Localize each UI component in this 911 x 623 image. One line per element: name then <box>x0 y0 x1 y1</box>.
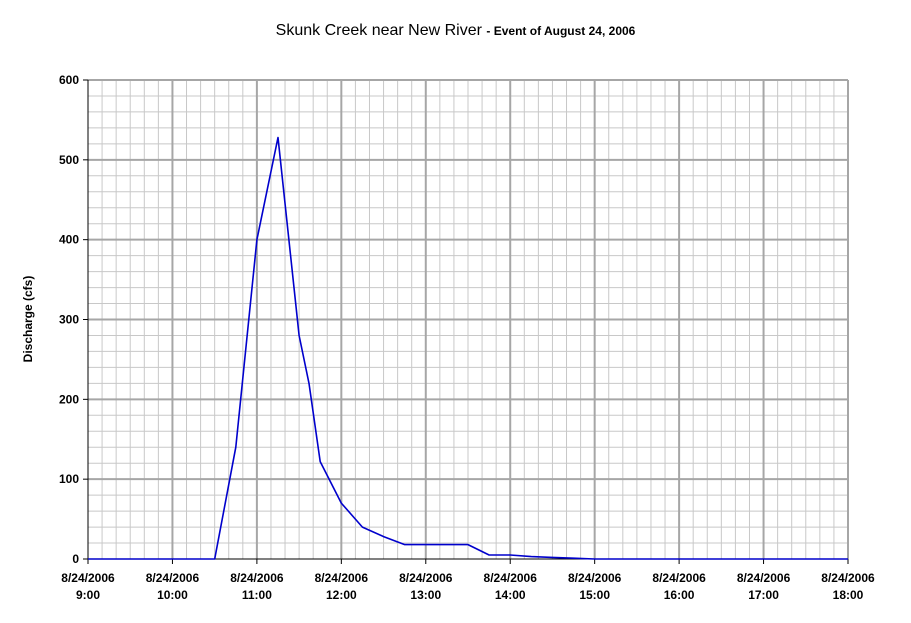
x-tick-label-time: 18:00 <box>833 588 864 602</box>
y-tick-label: 200 <box>59 392 79 406</box>
x-tick-label-time: 10:00 <box>157 588 188 602</box>
x-tick-label-date: 8/24/2006 <box>821 571 875 585</box>
series-group <box>88 136 848 560</box>
y-tick-label: 100 <box>59 472 79 486</box>
grid <box>88 79 848 559</box>
y-tick-label: 300 <box>59 313 79 327</box>
x-tick-label-date: 8/24/2006 <box>230 571 284 585</box>
x-tick-label-time: 9:00 <box>76 588 100 602</box>
x-tick-label-time: 15:00 <box>579 588 610 602</box>
x-tick-label-time: 17:00 <box>748 588 779 602</box>
chart-title: Skunk Creek near New River - Event of Au… <box>0 22 911 40</box>
x-tick-label-date: 8/24/2006 <box>652 571 706 585</box>
x-tick-label-time: 12:00 <box>326 588 357 602</box>
axes <box>83 79 849 564</box>
x-tick-label-time: 14:00 <box>495 588 526 602</box>
y-tick-label: 600 <box>59 73 79 87</box>
y-axis-label: Discharge (cfs) <box>21 276 35 363</box>
x-tick-label-date: 8/24/2006 <box>315 571 369 585</box>
x-tick-label-time: 11:00 <box>242 588 272 602</box>
x-tick-label-date: 8/24/2006 <box>146 571 200 585</box>
x-tick-label-time: 13:00 <box>410 588 441 602</box>
y-tick-label: 0 <box>72 552 79 566</box>
x-tick-label-date: 8/24/2006 <box>399 571 453 585</box>
x-tick-label-date: 8/24/2006 <box>737 571 791 585</box>
chart-title-main: Skunk Creek near New River <box>275 22 482 39</box>
y-tick-labels: 0 100 200 300 400 500 600 <box>59 73 79 566</box>
x-tick-label-date: 8/24/2006 <box>484 571 538 585</box>
x-tick-label-date: 8/24/2006 <box>568 571 622 585</box>
x-tick-label-time: 16:00 <box>664 588 695 602</box>
chart-title-sub: - Event of August 24, 2006 <box>486 24 636 38</box>
x-tick-label-date: 8/24/2006 <box>61 571 115 585</box>
x-tick-labels: 8/24/2006 9:00 8/24/2006 10:00 8/24/2006 11:0… <box>61 571 875 602</box>
series-line <box>88 136 848 560</box>
y-tick-label: 400 <box>59 233 79 247</box>
y-tick-label: 500 <box>59 153 79 167</box>
